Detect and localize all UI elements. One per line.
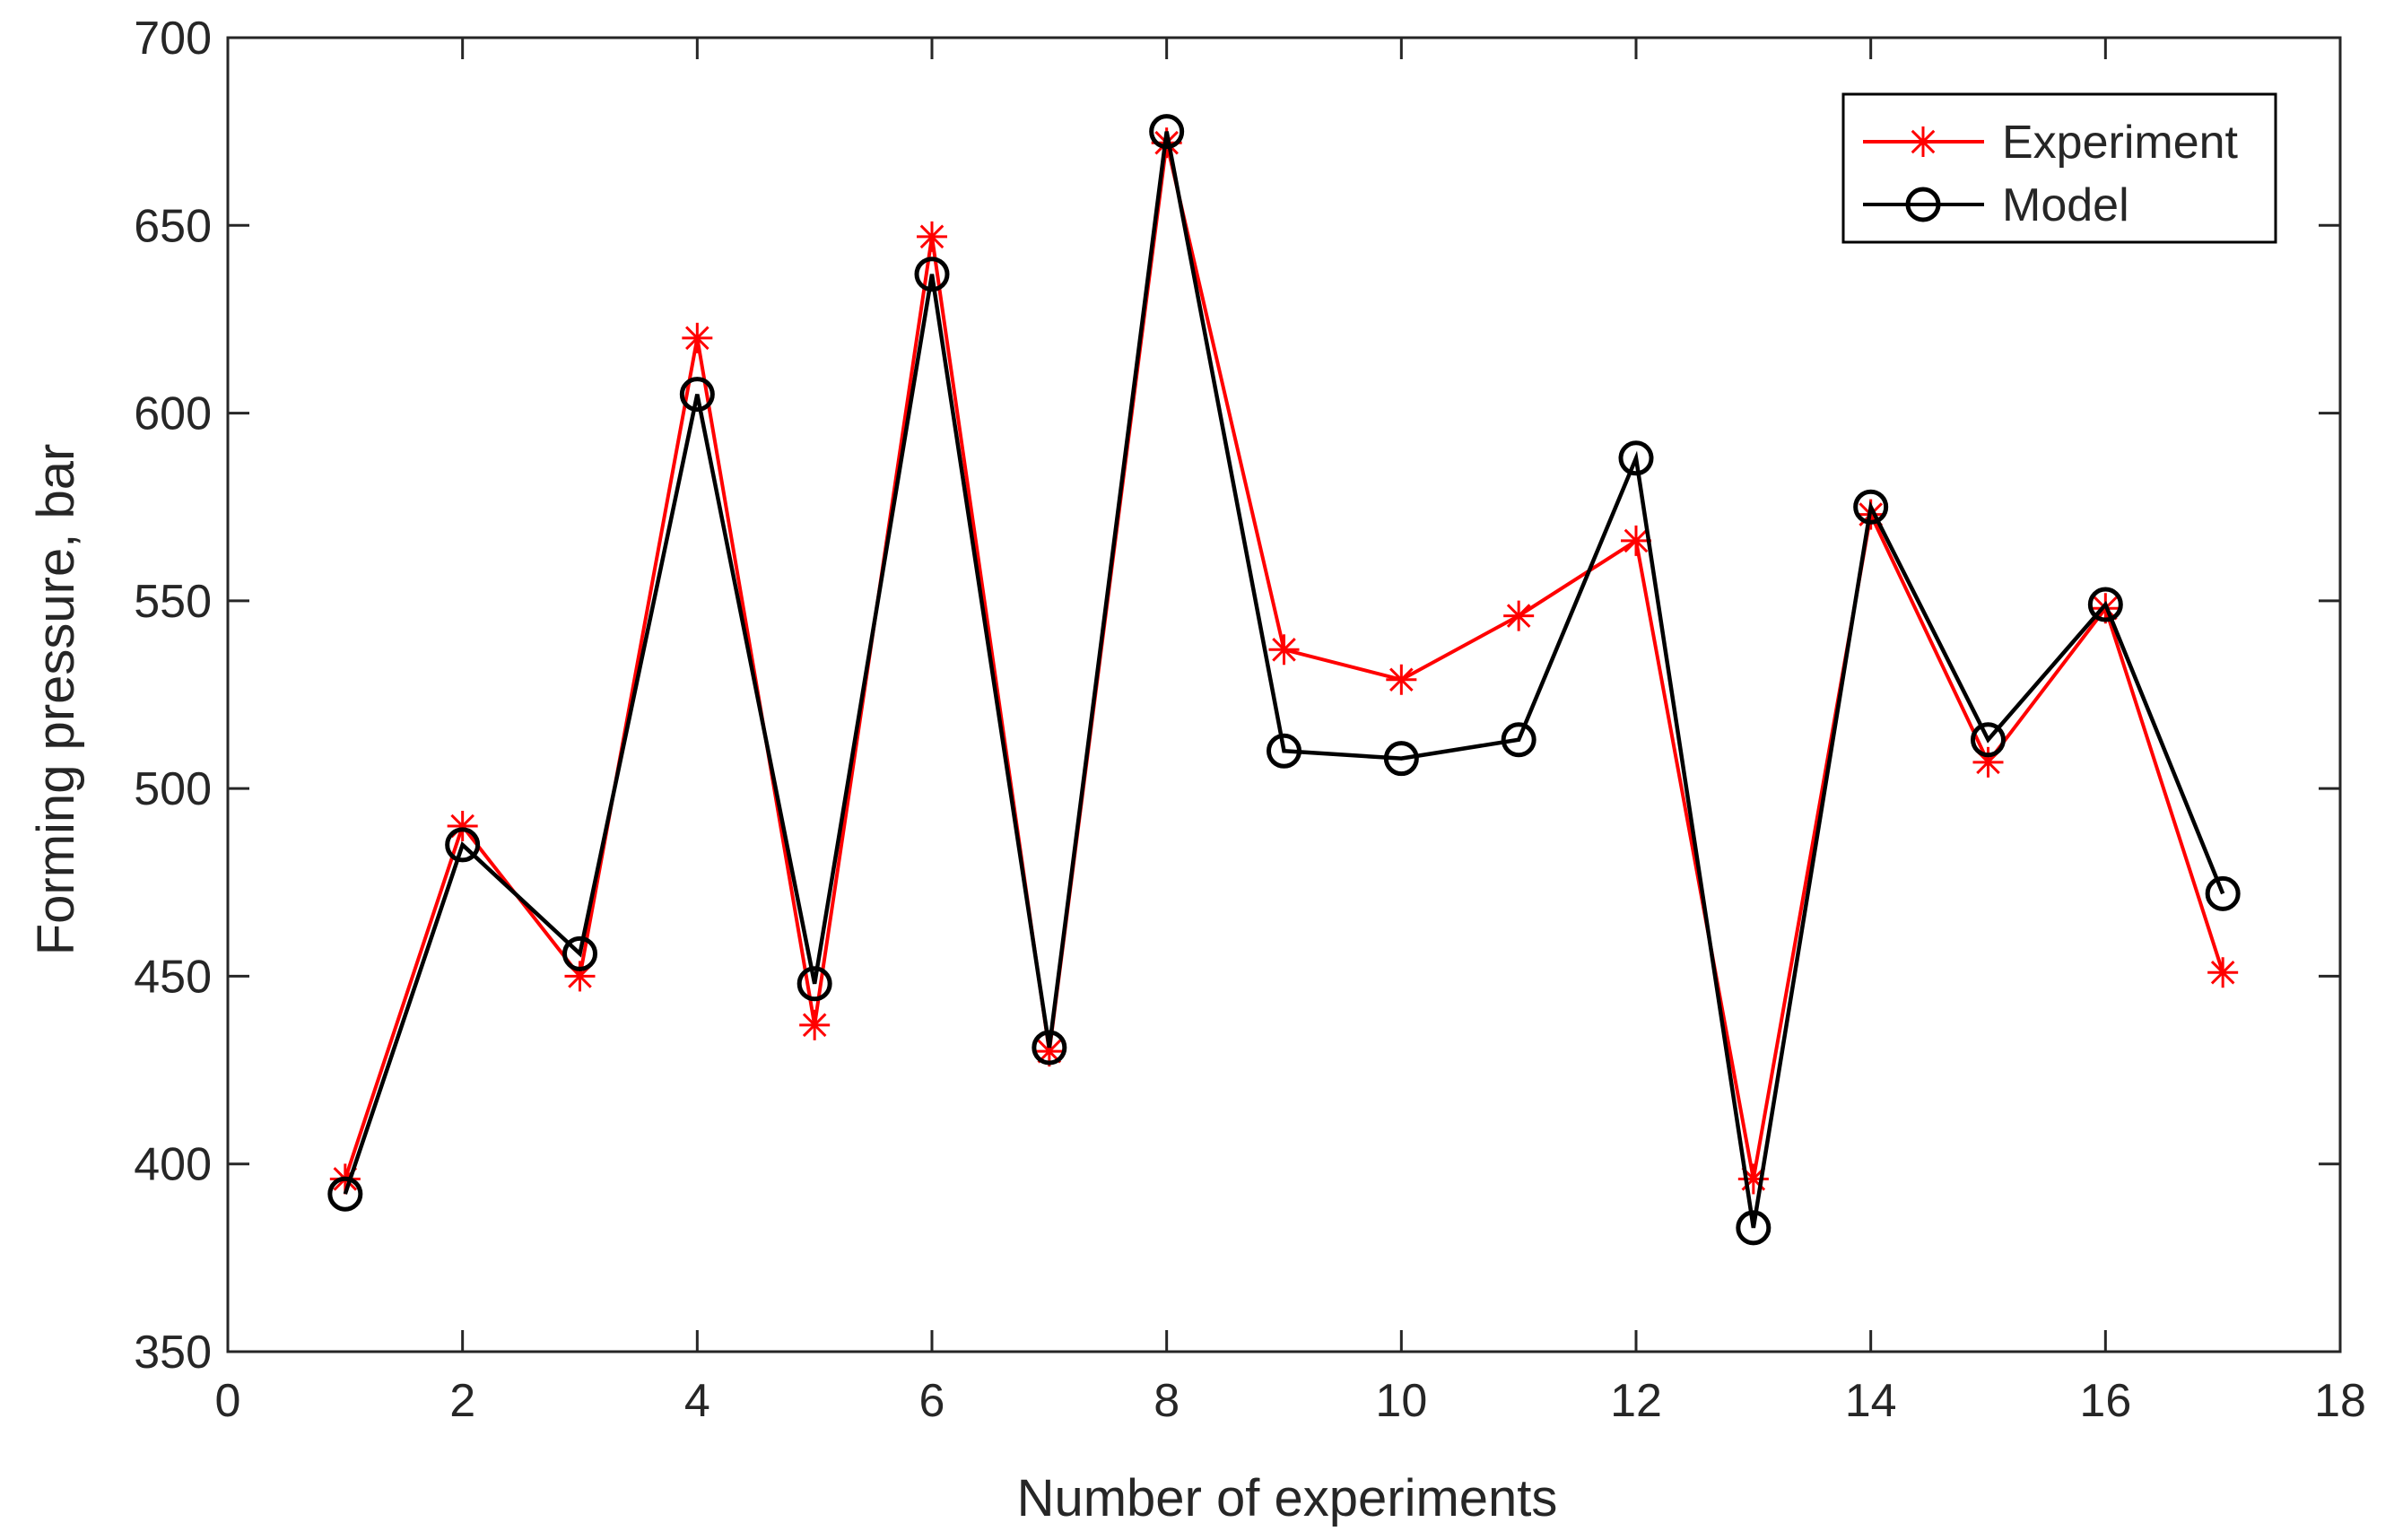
data-point-model (1853, 489, 1889, 525)
data-point-experiment (1386, 664, 1417, 695)
data-point-experiment (2207, 957, 2239, 988)
data-point-model (914, 257, 950, 292)
x-tick-label: 14 (1845, 1375, 1897, 1427)
data-point-model (1383, 741, 1419, 777)
data-point-model (797, 966, 832, 1002)
x-tick-label: 2 (449, 1375, 475, 1427)
data-point-experiment (917, 221, 947, 252)
y-tick-label: 400 (134, 1139, 212, 1191)
data-point-experiment (1621, 525, 1651, 556)
data-point-experiment (799, 1009, 831, 1040)
x-tick-label: 10 (1375, 1375, 1427, 1427)
data-point-model (1736, 1210, 1772, 1246)
legend-entry-model: Model (1863, 179, 2129, 231)
data-point-experiment (1503, 600, 1535, 631)
data-point-experiment (682, 322, 713, 353)
series-line-model (343, 131, 2225, 1229)
y-tick-label: 650 (134, 200, 212, 252)
legend-label: Experiment (2002, 117, 2239, 169)
y-tick-label: 550 (134, 576, 212, 628)
data-point-model (2087, 587, 2123, 622)
legend-marker (1908, 126, 1938, 157)
y-tick-label: 450 (134, 951, 212, 1003)
x-tick-label: 4 (684, 1375, 710, 1427)
legend: Experiment Model (1841, 92, 2277, 244)
x-tick-label: 0 (215, 1375, 241, 1427)
y-tick-label: 600 (134, 388, 212, 440)
data-point-model (445, 827, 481, 863)
y-axis-label: Forming pressure, bar (27, 444, 85, 956)
x-axis-label: Number of experiments (1017, 1469, 1558, 1527)
data-point-model (327, 1176, 363, 1212)
data-point-model (562, 935, 597, 971)
data-point-model (2205, 875, 2241, 911)
data-point-model (1971, 722, 2006, 758)
legend-label: Model (2002, 179, 2129, 231)
legend-entry-experiment: Experiment (1863, 117, 2239, 169)
data-point-model (1149, 114, 1185, 150)
data-point-model (1267, 733, 1301, 769)
data-point-model (1618, 440, 1654, 476)
legend-marker (1905, 187, 1941, 222)
y-axis-ticks: 350 400 450 500 550 600 650 700 (134, 13, 2340, 1379)
data-point-model (679, 377, 715, 413)
data-point-model (1501, 722, 1537, 758)
x-tick-label: 8 (1153, 1375, 1180, 1427)
y-tick-label: 700 (134, 13, 212, 65)
y-tick-label: 350 (134, 1327, 212, 1379)
series-model (327, 114, 2241, 1246)
x-tick-label: 12 (1610, 1375, 1662, 1427)
series-layer (327, 114, 2241, 1246)
x-axis-ticks: 0 2 4 6 8 10 12 14 16 18 (215, 38, 2366, 1427)
axes-frame (226, 36, 2342, 1353)
y-tick-label: 500 (134, 763, 212, 815)
x-tick-label: 16 (2079, 1375, 2131, 1427)
data-point-model (1032, 1030, 1067, 1066)
x-tick-label: 18 (2314, 1375, 2366, 1427)
data-point-experiment (1268, 634, 1300, 666)
x-tick-label: 6 (919, 1375, 945, 1427)
